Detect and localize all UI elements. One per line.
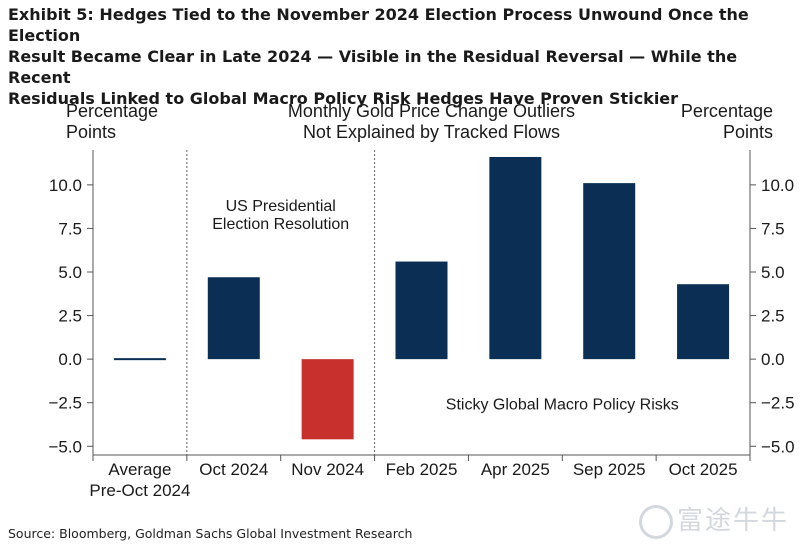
x-tick-label: Nov 2024 (291, 460, 364, 479)
x-tick-label: Apr 2025 (481, 460, 550, 479)
y-tick-label-left: 0.0 (58, 350, 82, 369)
y-tick-label-left: −2.5 (48, 394, 82, 413)
bar (207, 277, 260, 360)
y-tick-label-right: −2.5 (761, 394, 795, 413)
y-axis-label-right: Points (723, 122, 773, 142)
y-tick-label-left: 10.0 (49, 176, 82, 195)
watermark-text: 富途牛牛 (676, 506, 789, 536)
x-tick-label: Oct 2024 (199, 460, 268, 479)
bar (583, 183, 636, 360)
y-tick-label-right: 7.5 (761, 219, 785, 238)
annotation: US Presidential (226, 198, 336, 215)
y-tick-label-right: 2.5 (761, 307, 785, 326)
watermark-logo-icon (638, 504, 673, 539)
y-tick-label-right: 0.0 (761, 350, 785, 369)
chart-title: Not Explained by Tracked Flows (303, 122, 560, 142)
bar (489, 156, 542, 360)
bar (301, 359, 354, 440)
annotation: Sticky Global Macro Policy Risks (446, 397, 679, 414)
annotation: Election Resolution (212, 216, 349, 233)
source-note: Source: Bloomberg, Goldman Sachs Global … (8, 526, 413, 541)
watermark: 富途牛牛 (638, 500, 789, 539)
x-tick-label: Average (108, 460, 171, 479)
title-line-2: Result Became Clear in Late 2024 — Visib… (8, 47, 738, 87)
y-tick-label-left: −5.0 (48, 437, 82, 456)
y-tick-label-right: 5.0 (761, 263, 785, 282)
title-line-1: Exhibit 5: Hedges Tied to the November 2… (8, 5, 749, 45)
chart-title: Monthly Gold Price Change Outliers (288, 101, 575, 121)
bar (677, 284, 730, 360)
x-tick-label: Sep 2025 (573, 460, 646, 479)
y-tick-label-left: 5.0 (58, 263, 82, 282)
y-tick-label-right: −5.0 (761, 437, 795, 456)
x-tick-label: Oct 2025 (669, 460, 738, 479)
y-tick-label-left: 2.5 (58, 307, 82, 326)
x-tick-label: Feb 2025 (386, 460, 458, 479)
exhibit-title: Exhibit 5: Hedges Tied to the November 2… (8, 4, 803, 109)
bar (113, 358, 166, 361)
y-axis-label-left: Percentage (66, 101, 158, 121)
y-tick-label-left: 7.5 (58, 219, 82, 238)
y-axis-label-right: Percentage (681, 101, 773, 121)
title-line-3: Residuals Linked to Global Macro Policy … (8, 89, 679, 108)
y-axis-label-left: Points (66, 122, 116, 142)
bar (395, 261, 448, 360)
x-tick-label: Pre-Oct 2024 (89, 481, 190, 500)
bar-chart: −5.0 −5.0 −2.5 −2.5 0.0 0.0 2.5 2.5 5.0 5.0 7.5 7.5… (48, 101, 795, 500)
y-tick-label-right: 10.0 (761, 176, 794, 195)
